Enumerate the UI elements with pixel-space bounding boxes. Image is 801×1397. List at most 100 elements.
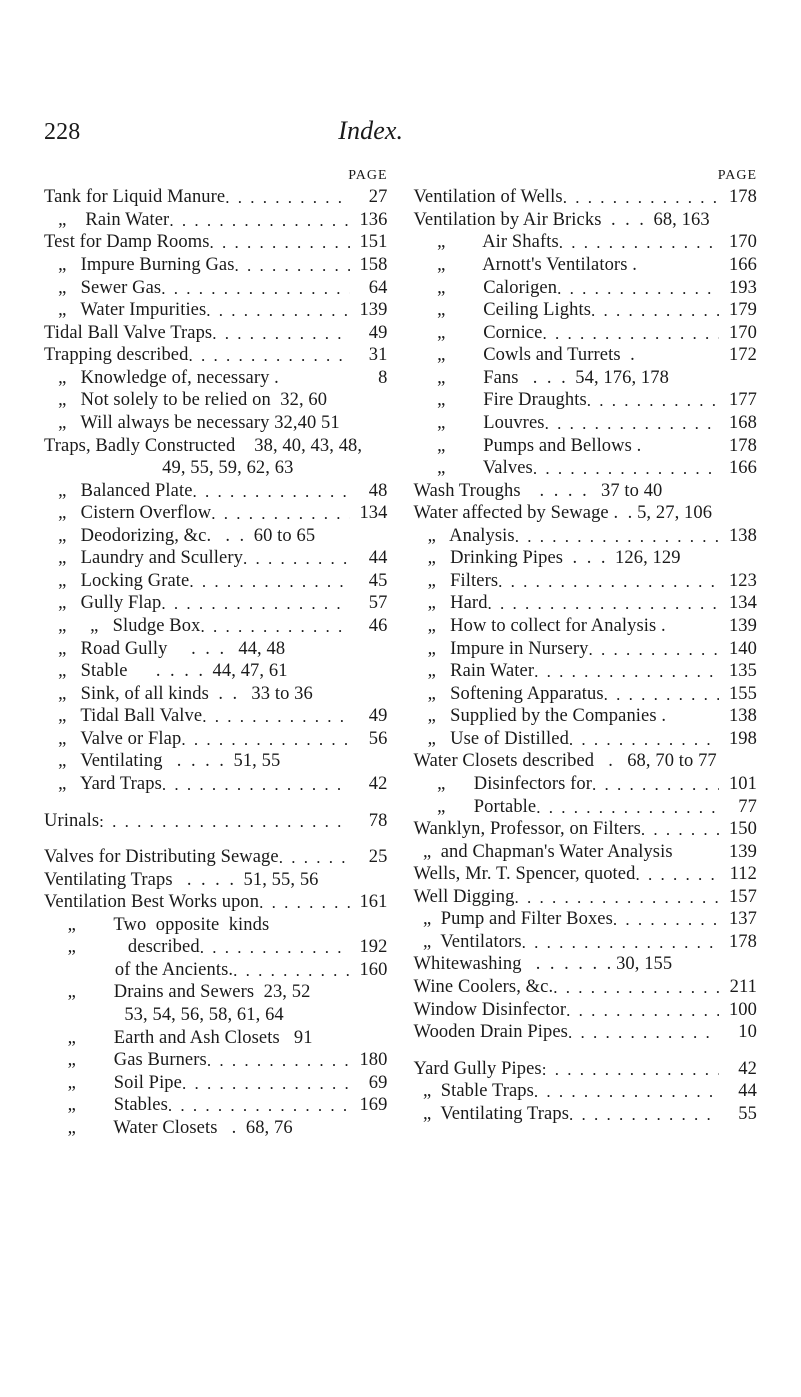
index-entry-page: 157 (719, 886, 757, 909)
index-entry-label: „ Deodorizing, &c. . . 60 to 65 (44, 525, 315, 548)
page: 228 Index. PAGE Tank for Liquid Manure 27… (0, 0, 801, 1397)
index-entry: „ Not solely to be relied on 32, 60 (44, 389, 388, 412)
index-entry-label: Window Disinfector (414, 999, 567, 1022)
index-entry-page: 25 (350, 846, 388, 869)
index-entry-label: Trapping described (44, 344, 188, 367)
index-entry-page: 150 (719, 818, 757, 841)
index-entry-label: „ Air Shafts (414, 231, 559, 254)
index-entry-page: 139 (350, 299, 388, 322)
dot-leaders (536, 798, 719, 819)
dot-leaders (534, 662, 719, 683)
dot-leaders (589, 640, 719, 661)
index-entry: Ventilation by Air Bricks . . . 68, 163 (414, 209, 758, 232)
dot-leaders (161, 279, 349, 300)
index-entry-page: 100 (719, 999, 757, 1022)
index-entry-label: „ Knowledge of, necessary . (44, 367, 279, 390)
index-entry-label: „ Portable (414, 796, 537, 819)
index-entry: „ and Chapman's Water Analysis139 (414, 841, 758, 864)
index-entry-page: 27 (350, 186, 388, 209)
index-entry-label: Test for Damp Rooms (44, 231, 210, 254)
index-entry-page: 169 (350, 1094, 388, 1117)
index-entry-label: „ Earth and Ash Closets 91 (44, 1027, 313, 1050)
dot-leaders (259, 893, 349, 914)
index-entry: of the Ancients.160 (44, 959, 388, 982)
index-entry: Tidal Ball Valve Traps49 (44, 322, 388, 345)
dot-leaders (161, 594, 349, 615)
index-entry: „ Use of Distilled198 (414, 728, 758, 751)
index-entry-label: Tank for Liquid Manure (44, 186, 225, 209)
dot-leaders (188, 346, 349, 367)
index-entry-page: 172 (719, 344, 757, 367)
dot-leaders (235, 256, 350, 277)
index-entry: „ Fans . . . 54, 176, 178 (414, 367, 758, 390)
index-entry: „ Cistern Overflow134 (44, 502, 388, 525)
dot-leaders (569, 730, 719, 751)
index-entry: „ How to collect for Analysis .139 (414, 615, 758, 638)
index-entry-page: 112 (719, 863, 757, 886)
index-entry-label: „ Stable Traps (414, 1080, 534, 1103)
index-entry-page: 178 (719, 186, 757, 209)
index-entry: „ Earth and Ash Closets 91 (44, 1027, 388, 1050)
dot-leaders (243, 549, 350, 570)
index-entry-page: 101 (719, 773, 757, 796)
index-entry-label: „ Valve or Flap (44, 728, 181, 751)
index-entry-label: „ Ceiling Lights (414, 299, 592, 322)
index-entry-label: Water Closets described . 68, 70 to 77 (414, 750, 717, 773)
index-entry-label: „ Cornice (414, 322, 543, 345)
index-entry-label: „ Softening Apparatus (414, 683, 604, 706)
index-entry-label: „ Tidal Ball Valve (44, 705, 202, 728)
dot-leaders (559, 233, 719, 254)
spacer (44, 796, 388, 810)
index-entry-label: „ Ventilating Traps (414, 1103, 570, 1126)
index-entry-label: „ Soil Pipe (44, 1072, 182, 1095)
dot-leaders (488, 594, 719, 615)
index-entry-page: 77 (719, 796, 757, 819)
index-entry: „ Knowledge of, necessary .8 (44, 367, 388, 390)
page-heading-right: PAGE (414, 167, 758, 184)
index-entry-label: „ Disinfectors for (414, 773, 593, 796)
dot-leaders (211, 504, 349, 525)
index-entry-label: Ventilation by Air Bricks . . . 68, 163 (414, 209, 710, 232)
index-entry-label: „ Water Closets . 68, 76 (44, 1117, 293, 1140)
index-entry-page: 134 (719, 592, 757, 615)
index-entry: Test for Damp Rooms151 (44, 231, 388, 254)
index-entry-label: „ How to collect for Analysis . (414, 615, 666, 638)
index-entry-page: 45 (350, 570, 388, 593)
index-entry: „ Sewer Gas64 (44, 277, 388, 300)
index-entry-page: 166 (719, 457, 757, 480)
index-entry: „ Stable . . . . 44, 47, 61 (44, 660, 388, 683)
index-entry-label: Ventilation Best Works upon (44, 891, 259, 914)
index-entry-label: „ Louvres (414, 412, 545, 435)
index-entry-page: 10 (719, 1021, 757, 1044)
dot-leaders (543, 324, 720, 345)
index-entry: „ Analysis138 (414, 525, 758, 548)
dot-leaders (563, 188, 719, 209)
page-title: Index. (32, 115, 709, 147)
index-entry: „ Sink, of all kinds . . 33 to 36 (44, 683, 388, 706)
index-entry-label: „ Rain Water (414, 660, 535, 683)
index-entry: „ Ventilating Traps55 (414, 1103, 758, 1126)
index-entry: „ Softening Apparatus155 (414, 683, 758, 706)
page-heading-left: PAGE (44, 167, 388, 184)
index-entry: Ventilation Best Works upon161 (44, 891, 388, 914)
dot-leaders (200, 617, 349, 638)
index-entry: „ Water Closets . 68, 76 (44, 1117, 388, 1140)
index-entry-label: „ Not solely to be relied on 32, 60 (44, 389, 327, 412)
header-row: 228 Index. (44, 115, 757, 147)
dot-leaders (279, 848, 350, 869)
dot-leaders (210, 233, 350, 254)
index-entry-label: „ Yard Traps (44, 773, 162, 796)
index-entry: Valves for Distributing Sewage25 (44, 846, 388, 869)
index-entry-page: 42 (719, 1058, 757, 1081)
index-entry: Wooden Drain Pipes10 (414, 1021, 758, 1044)
index-entry-page: 139 (719, 841, 757, 864)
index-entry-label: Wash Troughs . . . . 37 to 40 (414, 480, 663, 503)
index-entry-page: 178 (719, 435, 757, 458)
index-entry-page: 78 (350, 810, 388, 833)
dot-leaders (604, 685, 719, 706)
index-entry-page: 69 (350, 1072, 388, 1095)
index-entry-label: „ Impure Burning Gas (44, 254, 235, 277)
dot-leaders (557, 279, 719, 300)
dot-leaders (233, 961, 349, 982)
index-entry-page: 158 (350, 254, 388, 277)
